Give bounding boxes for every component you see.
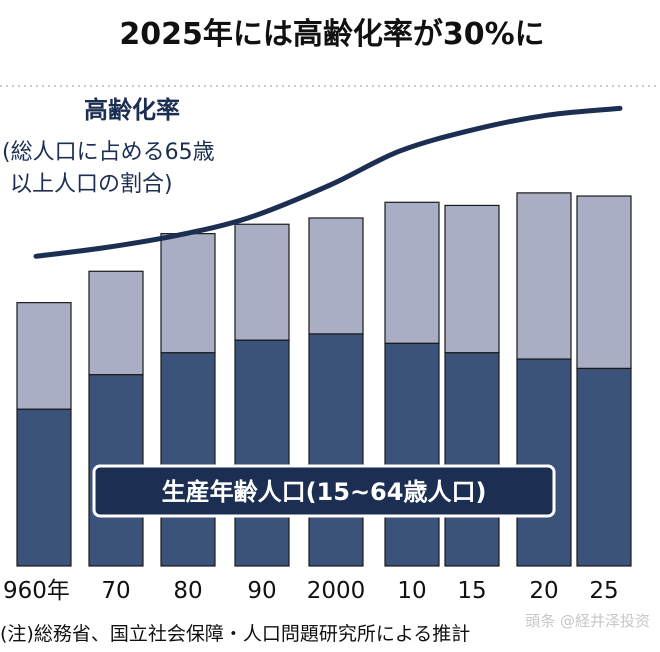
bar-upper-1 [88, 270, 144, 376]
rate-line-group [33, 105, 623, 259]
x-tick-7: 20 [529, 578, 558, 604]
bar-lower-8 [576, 367, 632, 567]
x-tick-4: 2000 [307, 578, 366, 604]
x-tick-0: 960年 [3, 578, 70, 604]
rate-point-8 [619, 107, 621, 109]
source-note: (注)総務省、国立社会保障・人口問題研究所による推計 [0, 623, 470, 645]
bar-lower-2 [160, 352, 216, 567]
bar-upper-8 [576, 195, 632, 370]
badge-box [92, 464, 556, 518]
rate-label: 高齢化率 [84, 96, 180, 124]
badge-label: 生産年齢人口(15~64歳人口) [162, 478, 487, 506]
rate-point-0 [35, 255, 37, 257]
bar-lower-3 [234, 339, 290, 567]
rate-point-5 [399, 150, 401, 152]
x-tick-8: 25 [589, 578, 618, 604]
bar-upper-3 [234, 223, 290, 341]
watermark-text: 頭条 @経井泽投资 [525, 612, 650, 630]
bar-lower-6 [444, 352, 500, 567]
bar-lower-0 [16, 408, 72, 567]
bar-upper-6 [444, 204, 500, 354]
bar-lower-4 [308, 333, 364, 567]
rate-point-3 [249, 216, 251, 218]
chart-title: 2025年には高齢化率が30%に [119, 17, 544, 52]
x-tick-labels: 960年 70 80 90 2000 10 15 20 25 [3, 578, 619, 604]
bar-upper-4 [308, 217, 364, 335]
x-tick-2: 80 [173, 578, 202, 604]
x-tick-5: 10 [397, 578, 426, 604]
bar-lower-7 [516, 358, 572, 567]
x-tick-3: 90 [247, 578, 276, 604]
bar-upper-7 [516, 192, 572, 360]
x-tick-6: 15 [457, 578, 486, 604]
rate-point-4 [329, 184, 331, 186]
rate-sub-line2: 以上人口の割合) [10, 172, 173, 197]
rate-point-1 [103, 247, 105, 249]
x-tick-1: 70 [101, 578, 130, 604]
bar-upper-2 [160, 233, 216, 354]
rate-point-6 [475, 128, 477, 130]
rate-point-7 [547, 114, 549, 116]
bar-upper-5 [384, 201, 440, 344]
bar-lower-5 [384, 342, 440, 567]
bar-upper-0 [16, 302, 72, 410]
rate-point-2 [175, 235, 177, 237]
rate-sub-line1: (総人口に占める65歳 [2, 140, 215, 165]
